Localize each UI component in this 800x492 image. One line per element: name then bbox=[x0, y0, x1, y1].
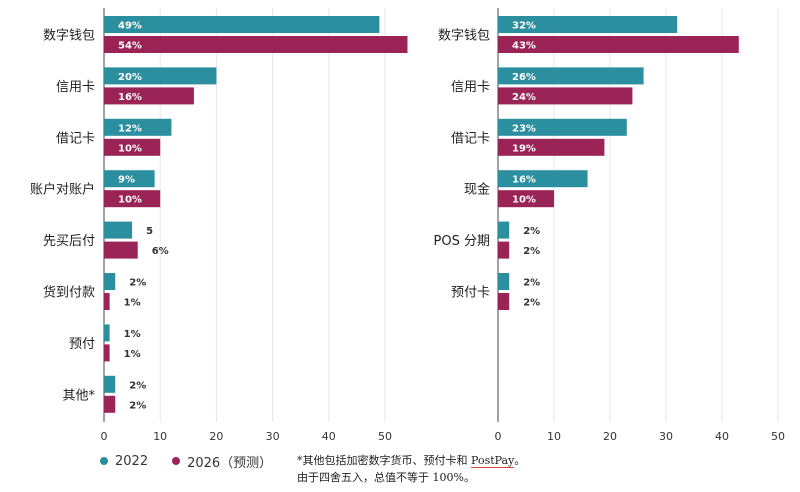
right-bar-2022 bbox=[498, 273, 510, 290]
left-bar-2022 bbox=[104, 170, 155, 188]
left-data-label: 9% bbox=[118, 175, 135, 186]
footnote: *其他包括加密数字货币、预付卡和 PostPay。 由于四舍五入，总值不等于 1… bbox=[297, 452, 525, 486]
left-data-label: 2% bbox=[129, 400, 146, 411]
footnote-postpay-link[interactable]: PostPay bbox=[471, 454, 515, 468]
left-tick-label-30: 30 bbox=[266, 430, 280, 443]
left-bar-2026 bbox=[104, 36, 408, 53]
footnote-line2: 由于四舍五入，总值不等于 100%。 bbox=[297, 471, 475, 484]
left-data-label: 16% bbox=[118, 92, 142, 103]
right-bar-2022 bbox=[498, 16, 678, 33]
legend-item-2022: 2022 bbox=[100, 454, 148, 469]
left-category-label: 借记卡 bbox=[56, 131, 95, 146]
left-category-label: 账户对账户 bbox=[30, 182, 95, 198]
right-data-label: 32% bbox=[512, 21, 536, 32]
left-data-label: 2% bbox=[129, 278, 146, 289]
right-data-label: 16% bbox=[512, 175, 536, 186]
left-data-label: 2% bbox=[129, 380, 146, 391]
left-category-label: 先买后付 bbox=[43, 234, 95, 249]
right-bar-2022 bbox=[498, 118, 627, 136]
right-tick-label-10: 10 bbox=[547, 430, 561, 443]
right-bar-2022 bbox=[498, 170, 588, 188]
left-tick-label-40: 40 bbox=[322, 430, 336, 443]
left-bar-2026 bbox=[104, 395, 116, 413]
left-data-label: 6% bbox=[152, 246, 169, 257]
right-tick-label-30: 30 bbox=[659, 430, 673, 443]
right-data-label: 2% bbox=[523, 246, 540, 257]
right-data-label: 19% bbox=[512, 143, 536, 154]
footnote-line1: *其他包括加密数字货币、预付卡和 PostPay。 bbox=[297, 452, 525, 469]
left-data-label: 49% bbox=[118, 21, 142, 32]
left-category-label: 信用卡 bbox=[56, 80, 95, 95]
right-bar-2026 bbox=[498, 36, 739, 53]
legend-swatch-2022 bbox=[100, 457, 108, 465]
left-data-label: 1% bbox=[124, 329, 141, 340]
right-category-label: 现金 bbox=[464, 182, 490, 198]
left-bar-2026 bbox=[104, 87, 194, 105]
right-tick-label-40: 40 bbox=[715, 430, 729, 443]
left-tick-label-10: 10 bbox=[153, 430, 167, 443]
right-data-label: 23% bbox=[512, 123, 536, 134]
right-tick-label-50: 50 bbox=[771, 430, 785, 443]
left-data-label: 5 bbox=[146, 226, 153, 237]
left-bar-2026 bbox=[104, 241, 138, 259]
right-bar-2022 bbox=[498, 221, 510, 239]
right-data-label: 24% bbox=[512, 92, 536, 103]
left-bar-2022 bbox=[104, 375, 116, 393]
left-bar-2022 bbox=[104, 118, 172, 136]
left-bar-2022 bbox=[104, 67, 217, 85]
legend-item-2026: 2026（预测） bbox=[172, 452, 272, 471]
right-category-label: POS 分期 bbox=[434, 234, 490, 249]
left-data-label: 10% bbox=[118, 195, 142, 206]
footnote-line1-prefix: *其他包括加密数字货币、预付卡和 bbox=[297, 454, 471, 467]
left-data-label: 54% bbox=[118, 41, 142, 52]
left-bar-2026 bbox=[104, 190, 161, 208]
left-data-label: 10% bbox=[118, 143, 142, 154]
left-data-label: 12% bbox=[118, 123, 142, 134]
left-tick-label-20: 20 bbox=[209, 430, 223, 443]
footnote-line1-suffix: 。 bbox=[514, 454, 526, 467]
left-bar-2022 bbox=[104, 16, 380, 33]
left-bar-2022 bbox=[104, 324, 110, 342]
left-tick-label-50: 50 bbox=[378, 430, 392, 443]
left-tick-label-0: 0 bbox=[101, 430, 108, 443]
right-tick-label-0: 0 bbox=[495, 430, 502, 443]
right-bar-2026 bbox=[498, 138, 605, 156]
right-category-label: 数字钱包 bbox=[438, 29, 490, 44]
left-category-label: 数字钱包 bbox=[43, 29, 95, 44]
left-bar-2026 bbox=[104, 293, 110, 310]
left-category-label: 货到付款 bbox=[43, 285, 95, 301]
legend-label-2026: 2026（预测） bbox=[187, 455, 273, 471]
left-bar-2026 bbox=[104, 344, 110, 362]
right-bar-2022 bbox=[498, 67, 644, 85]
left-category-label: 其他* bbox=[62, 388, 95, 403]
right-category-label: 信用卡 bbox=[451, 80, 490, 95]
legend: 2022 2026（预测） bbox=[100, 451, 296, 471]
right-category-label: 借记卡 bbox=[451, 131, 490, 146]
right-data-label: 26% bbox=[512, 72, 536, 83]
legend-label-2022: 2022 bbox=[115, 453, 149, 469]
right-tick-label-20: 20 bbox=[603, 430, 617, 443]
left-data-label: 1% bbox=[124, 349, 141, 360]
right-data-label: 43% bbox=[512, 41, 536, 52]
right-category-label: 预付卡 bbox=[451, 286, 490, 301]
legend-swatch-2026 bbox=[172, 457, 181, 465]
right-data-label: 10% bbox=[512, 195, 536, 206]
left-data-label: 1% bbox=[124, 298, 141, 309]
right-data-label: 2% bbox=[523, 226, 540, 237]
left-bar-2022 bbox=[104, 273, 116, 290]
right-bar-2026 bbox=[498, 190, 554, 208]
right-bar-2026 bbox=[498, 241, 510, 259]
right-data-label: 2% bbox=[523, 278, 540, 289]
left-category-label: 预付 bbox=[69, 337, 95, 352]
left-data-label: 20% bbox=[118, 72, 142, 83]
right-data-label: 2% bbox=[523, 298, 540, 309]
right-bar-2026 bbox=[498, 87, 633, 105]
left-bar-2022 bbox=[104, 221, 133, 239]
left-bar-2026 bbox=[104, 138, 161, 156]
right-bar-2026 bbox=[498, 293, 510, 310]
